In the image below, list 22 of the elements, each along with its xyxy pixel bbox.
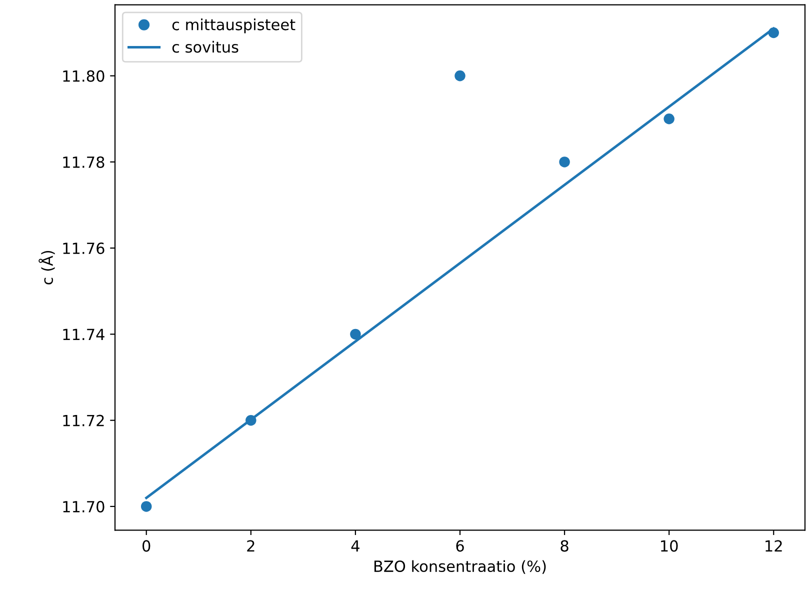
x-tick-label: 6 xyxy=(456,540,464,552)
x-tick-label: 10 xyxy=(661,540,678,552)
y-tick-label: 11.76 xyxy=(63,242,104,254)
y-tick-label: 11.74 xyxy=(63,328,104,340)
point xyxy=(454,70,466,82)
point xyxy=(559,156,570,168)
legend-label: c mittauspisteet xyxy=(172,18,296,34)
y-tick-label: 11.78 xyxy=(63,156,104,168)
y-tick-label: 11.72 xyxy=(63,414,104,426)
y-tick-label: 11.70 xyxy=(63,500,104,512)
x-tick-label: 0 xyxy=(142,540,150,552)
point xyxy=(664,114,674,124)
x-tick-label: 12 xyxy=(766,540,782,552)
x-axis-title: BZO konsentraatio (%) xyxy=(374,560,546,574)
y-tick-label: 11.80 xyxy=(63,70,104,82)
y-axis-title: c (Å) xyxy=(38,250,55,284)
x-tick-label: 8 xyxy=(560,540,568,552)
x-tick-label: 2 xyxy=(247,540,254,552)
x-tick-label: 4 xyxy=(351,540,360,552)
legend-label: c sovitus xyxy=(172,40,238,53)
point xyxy=(350,328,361,340)
point xyxy=(140,501,152,512)
